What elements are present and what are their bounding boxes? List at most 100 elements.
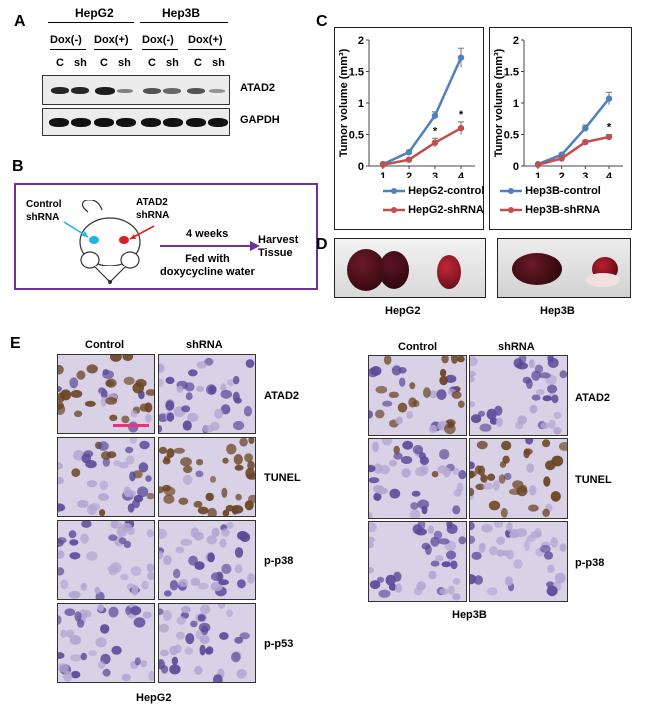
y-tick-label: 0.5 (504, 130, 519, 142)
data-point-1-1 (558, 155, 565, 162)
legend-hepg2-shrna-text: HepG2-shRNA (408, 204, 484, 216)
lane-label-4: sh (118, 57, 131, 69)
hepg2-row-label-tunel: TUNEL (264, 472, 301, 484)
dox-underline-2 (94, 49, 132, 50)
dox-underline-3 (142, 49, 178, 50)
ihc-hep3b-control-atad2-cells (365, 353, 465, 435)
lane-label-7: C (194, 57, 202, 69)
ihc-hepg2-shrna-p-p38-cells (154, 521, 255, 597)
schematic-frame (14, 183, 318, 290)
y-tick-label: 1.5 (504, 67, 519, 79)
photo-caption-hepg2: HepG2 (385, 305, 421, 317)
legend-hepg2-control: HepG2-control (383, 185, 484, 197)
harvest-tissue-label: Harvest Tissue (258, 234, 299, 259)
tumor-photo-hep3b (497, 238, 631, 298)
y-tick-label: 1 (358, 98, 364, 110)
hepg2-header-shrna: shRNA (186, 339, 223, 351)
scale-bar-arrow (113, 424, 149, 427)
ihc-hepg2-shrna-p-p53-cells (154, 599, 250, 686)
ihc-hepg2-shrna-p-p38 (154, 520, 256, 600)
data-point-1-3 (605, 133, 613, 141)
ihc-hepg2-shrna-tunel-cells (153, 436, 258, 519)
significance-marker: * (607, 122, 612, 134)
data-point-1-3 (457, 125, 465, 132)
legend-hepg2-shrna: HepG2-shRNA (383, 204, 484, 216)
y-tick-label: 1.5 (349, 67, 364, 79)
duration-label: 4 weeks (186, 228, 229, 240)
hep3b-row-label-atad2: ATAD2 (575, 392, 611, 404)
hepg2-row-label-pp38: p-p38 (264, 555, 294, 567)
cell-line-label-hepg2: HepG2 (75, 6, 114, 20)
ihc-hepg2-control-tunel-cells (53, 434, 155, 517)
lane-label-5: C (148, 57, 156, 69)
dox-underline-4 (188, 49, 226, 50)
data-point-0-3 (457, 54, 465, 61)
ihc-hep3b-shrna-tunel (466, 435, 571, 519)
hepg2-row-label-pp53: p-p53 (264, 638, 294, 650)
data-point-1-2 (431, 139, 439, 146)
ihc-hepg2-shrna-atad2 (155, 354, 256, 434)
x-tick-label: 3 (582, 171, 588, 178)
ihc-caption-hepg2: HepG2 (136, 692, 172, 704)
data-point-1-0 (379, 161, 387, 168)
data-point-1-1 (405, 156, 413, 163)
ihc-hep3b-control-tunel-cells (364, 434, 467, 520)
series-line-0 (537, 97, 610, 166)
y-tick-label: 0.5 (349, 130, 364, 142)
x-tick-label: 2 (406, 171, 412, 178)
control-shrna-label: Control shRNA (26, 199, 62, 223)
x-tick-label: 1 (535, 171, 541, 178)
y-tick-label: 0 (358, 161, 364, 173)
ihc-hepg2-control-tunel (53, 434, 155, 517)
hep3b-row-label-tunel: TUNEL (575, 474, 612, 486)
ihc-hep3b-control-atad2 (365, 353, 467, 436)
ihc-hep3b-shrna-p-p38-cells (465, 518, 567, 597)
hep3b-bracket (140, 22, 228, 23)
atad2-blot (42, 75, 230, 105)
timeline-arrow (160, 241, 260, 251)
data-point-0-2 (582, 125, 589, 132)
lane-label-1: C (56, 57, 64, 69)
x-tick-label: 2 (559, 171, 565, 178)
mouse-illustration (63, 200, 155, 284)
blot-row-label-atad2: ATAD2 (240, 82, 276, 94)
ihc-hepg2-control-atad2 (52, 351, 157, 434)
atad2-injection-spot (119, 236, 129, 244)
dox-underline-1 (50, 49, 86, 50)
ihc-hepg2-control-p-p53 (53, 603, 155, 683)
legend-hep3b-shrna: Hep3B-shRNA (500, 204, 600, 216)
series-line-0 (382, 57, 463, 166)
data-point-0-2 (431, 112, 439, 119)
ihc-hep3b-shrna-tunel-cells (466, 435, 571, 518)
ihc-hep3b-control-tunel (364, 434, 467, 520)
x-tick-label: 3 (432, 171, 438, 178)
hepg2-header-control: Control (85, 339, 125, 351)
x-tick-label: 4 (458, 171, 465, 178)
hep3b-row-label-pp38: p-p38 (575, 557, 605, 569)
legend-hep3b-control-text: Hep3B-control (525, 185, 601, 197)
ihc-hepg2-control-p-p38-cells (52, 517, 155, 603)
treatment-label: Fed with doxycycline water (160, 253, 255, 278)
ihc-hep3b-shrna-p-p38 (465, 518, 568, 602)
gapdh-blot (42, 108, 230, 136)
y-axis-label: Tumor volume (mm³) (493, 48, 505, 157)
lane-label-6: sh (166, 57, 179, 69)
dox-label-4: Dox(+) (188, 34, 223, 46)
ihc-hep3b-shrna-atad2-cells (464, 353, 568, 435)
atad2-shrna-label: ATAD2 shRNA (136, 197, 170, 221)
legend-hep3b-shrna-text: Hep3B-shRNA (525, 204, 601, 216)
series-line-1 (382, 127, 462, 166)
panel-label-a: A (14, 13, 26, 30)
y-axis-label: Tumor volume (mm³) (338, 48, 350, 157)
ihc-hepg2-shrna-p-p53 (154, 599, 256, 686)
ihc-hepg2-control-p-p38 (52, 517, 155, 603)
dox-label-3: Dox(-) (142, 34, 174, 46)
ihc-hepg2-control-atad2-cells (52, 351, 157, 433)
lane-label-2: sh (74, 57, 87, 69)
ihc-caption-hep3b: Hep3B (452, 609, 487, 621)
